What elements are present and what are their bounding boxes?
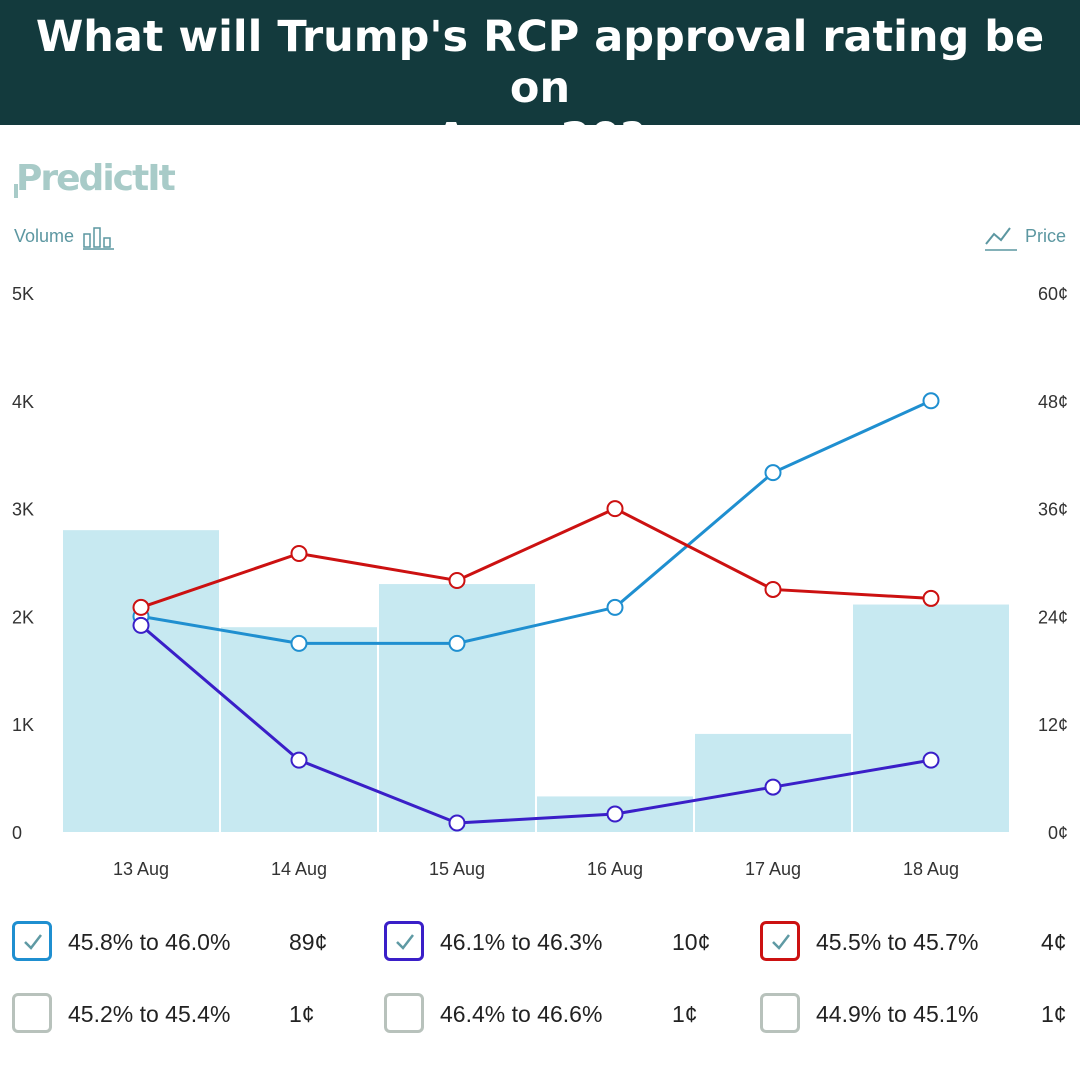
check-icon <box>772 934 790 950</box>
price-tick-label: 48¢ <box>1038 392 1068 412</box>
price-series-line <box>140 506 932 609</box>
legend-checkbox[interactable] <box>384 921 424 961</box>
price-point <box>290 634 308 652</box>
bar-chart-icon <box>83 227 114 250</box>
legend-label: 45.8% to 46.0% <box>68 929 231 955</box>
legend-label: 46.4% to 46.6% <box>440 1001 603 1027</box>
volume-bar <box>853 604 1009 832</box>
volume-tick-label: 0 <box>12 823 22 843</box>
price-series-line <box>140 399 932 645</box>
price-trend-icon <box>985 227 1017 251</box>
volume-tick-label: 3K <box>12 500 34 520</box>
date-tick-label: 17 Aug <box>745 859 801 879</box>
price-point <box>448 814 466 832</box>
price-point <box>606 598 624 616</box>
date-tick-label: 18 Aug <box>903 859 959 879</box>
price-tick-label: 24¢ <box>1038 607 1068 627</box>
date-tick-label: 14 Aug <box>271 859 327 879</box>
legend-price: 89¢ <box>289 929 328 955</box>
title-line-1: What will Trump's RCP approval rating be… <box>35 12 1045 113</box>
price-point <box>132 616 150 634</box>
legend-price: 1¢ <box>1041 1001 1067 1027</box>
price-tick-label: 12¢ <box>1038 715 1068 735</box>
price-point <box>290 751 308 769</box>
legend-label: 45.2% to 45.4% <box>68 1001 231 1027</box>
volume-bar <box>63 530 219 832</box>
title-banner: What will Trump's RCP approval rating be… <box>0 0 1080 164</box>
legend-price: 10¢ <box>672 929 711 955</box>
volume-bar <box>379 584 535 832</box>
legend-checkbox[interactable] <box>12 921 52 961</box>
logo-arrow-icon <box>14 184 18 198</box>
price-point <box>922 751 940 769</box>
check-icon <box>24 934 42 950</box>
volume-axis-label: Volume <box>14 226 75 246</box>
price-point <box>922 589 940 607</box>
price-point <box>764 778 782 796</box>
legend-checkbox[interactable] <box>760 993 800 1033</box>
volume-bar <box>221 627 377 832</box>
price-tick-label: 60¢ <box>1038 284 1068 304</box>
price-volume-chart: 0 1K 2K 3K 4K 5K 0¢ 12¢ 24¢ 36¢ 48¢ 60¢ 13 Aug 14 Au… <box>12 284 1068 879</box>
title-line-2: Aug. 20? <box>434 114 646 164</box>
price-axis-label: Price <box>1024 226 1066 246</box>
price-point <box>448 571 466 589</box>
check-icon <box>396 934 414 950</box>
price-series-line <box>140 624 932 825</box>
price-point <box>764 464 782 482</box>
legend-price: 1¢ <box>672 1001 698 1027</box>
legend-price: 4¢ <box>1041 929 1067 955</box>
legend-checkbox[interactable] <box>384 993 424 1033</box>
price-point <box>606 500 624 518</box>
price-point <box>132 598 150 616</box>
price-point <box>448 634 466 652</box>
date-tick-label: 15 Aug <box>429 859 485 879</box>
price-tick-label: 0¢ <box>1048 823 1068 843</box>
volume-tick-label: 1K <box>12 715 34 735</box>
price-point <box>606 805 624 823</box>
legend-checkbox[interactable] <box>12 993 52 1033</box>
date-tick-label: 16 Aug <box>587 859 643 879</box>
volume-tick-label: 2K <box>12 607 34 627</box>
legend-label: 45.5% to 45.7% <box>816 929 979 955</box>
price-point <box>290 545 308 563</box>
predictit-logo: PredictIt <box>16 158 176 199</box>
date-tick-label: 13 Aug <box>113 859 169 879</box>
price-point <box>764 580 782 598</box>
volume-tick-label: 5K <box>12 284 34 304</box>
legend-price: 1¢ <box>289 1001 315 1027</box>
volume-tick-label: 4K <box>12 392 34 412</box>
legend-checkbox[interactable] <box>760 921 800 961</box>
legend-label: 46.1% to 46.3% <box>440 929 603 955</box>
price-point <box>922 392 940 410</box>
legend-label: 44.9% to 45.1% <box>816 1001 979 1027</box>
price-tick-label: 36¢ <box>1038 500 1068 520</box>
